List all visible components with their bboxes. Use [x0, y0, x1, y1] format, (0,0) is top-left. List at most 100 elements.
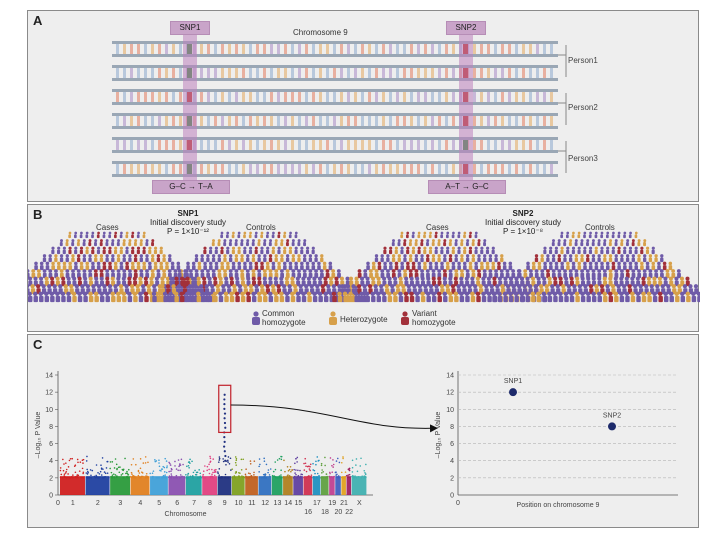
person-head: [213, 276, 218, 281]
snp-point: [324, 456, 326, 459]
person-head: [440, 261, 444, 266]
peak-point: [223, 398, 226, 401]
snp-point: [86, 455, 88, 458]
person-body: [377, 265, 382, 271]
snp-point: [104, 476, 107, 478]
person-head: [122, 254, 126, 258]
person-head: [79, 261, 84, 266]
person-body: [525, 296, 530, 303]
snp-point: [253, 471, 255, 474]
person-head: [306, 276, 311, 281]
base-pair: [207, 92, 210, 102]
chromosome-band: [231, 476, 245, 495]
person-head: [257, 269, 262, 273]
snp-point: [80, 476, 82, 479]
chromosome-band: [60, 476, 85, 495]
person-head: [351, 284, 356, 289]
person-head: [133, 254, 138, 258]
snp-point: [218, 457, 221, 460]
snp-point: [146, 475, 149, 478]
base-pair: [326, 164, 329, 174]
peak-point: [224, 426, 227, 429]
snp-point: [158, 465, 161, 468]
person-body: [674, 280, 679, 287]
person-head: [420, 254, 424, 258]
person-head: [293, 284, 298, 289]
base-pair: [473, 68, 476, 78]
snp-point: [320, 477, 322, 479]
snp-point: [178, 464, 181, 466]
left-x-tick-label: 3: [118, 500, 122, 507]
snp-point: [163, 476, 166, 479]
person-head: [625, 269, 630, 273]
base-pair: [221, 164, 224, 174]
person-head: [693, 284, 699, 289]
snp-point: [278, 457, 281, 460]
snp-point: [111, 475, 113, 478]
person-body: [65, 257, 69, 263]
base-pair: [242, 44, 245, 54]
snp-point: [201, 475, 204, 478]
base-pair: [179, 44, 182, 54]
person-head: [193, 284, 198, 289]
person-head: [88, 269, 92, 273]
snp-point: [211, 468, 213, 471]
snp-point: [179, 463, 181, 465]
person-body: [434, 234, 438, 239]
person-head: [663, 291, 668, 297]
person-head: [151, 291, 157, 297]
person-head: [48, 269, 53, 273]
base-pair: [158, 116, 161, 126]
person-head: [282, 261, 287, 266]
snp-point: [103, 471, 106, 473]
person-body: [148, 249, 152, 255]
person-body: [125, 265, 129, 271]
base-pair: [382, 68, 385, 78]
snp-point: [351, 475, 353, 478]
chromosome-strands: [112, 41, 567, 177]
person-head: [482, 269, 487, 273]
person-head: [218, 276, 223, 281]
person-body: [586, 257, 590, 263]
person-body: [301, 296, 307, 303]
person-body: [566, 234, 569, 239]
snp-point: [94, 476, 97, 479]
person-head: [663, 276, 668, 281]
person-head: [453, 276, 458, 281]
person-body: [159, 249, 163, 255]
person-head: [204, 284, 209, 289]
base-pair: [473, 164, 476, 174]
snp-point: [365, 463, 367, 466]
person-body: [177, 272, 182, 279]
snp-point: [351, 471, 354, 473]
snp-point: [199, 475, 202, 478]
person-head: [127, 276, 132, 281]
right-y-label: –Log₁₀ P Value: [435, 412, 442, 459]
snp-point: [294, 462, 296, 465]
person-head: [94, 254, 98, 258]
person-body: [477, 257, 481, 263]
person-body: [451, 234, 455, 239]
person-body: [185, 296, 190, 303]
person-body: [526, 265, 530, 271]
person-head: [51, 246, 55, 250]
snp-point: [356, 470, 359, 473]
snp-point: [224, 473, 227, 476]
person-head: [460, 269, 464, 273]
person-head: [497, 291, 502, 297]
person-head: [477, 254, 481, 258]
person-body: [300, 265, 304, 271]
person-head: [368, 269, 373, 273]
person-head: [94, 239, 98, 243]
chromosome-13-points: [271, 455, 283, 495]
person-head: [563, 254, 567, 258]
person-head: [648, 269, 653, 273]
person-body: [623, 265, 627, 271]
base-pair: [123, 68, 126, 78]
person-head: [606, 246, 610, 250]
snp-point: [249, 460, 252, 462]
snp-point: [78, 470, 81, 472]
base-pair: [529, 68, 532, 78]
snp-point: [189, 475, 192, 478]
base-pair: [403, 44, 406, 54]
